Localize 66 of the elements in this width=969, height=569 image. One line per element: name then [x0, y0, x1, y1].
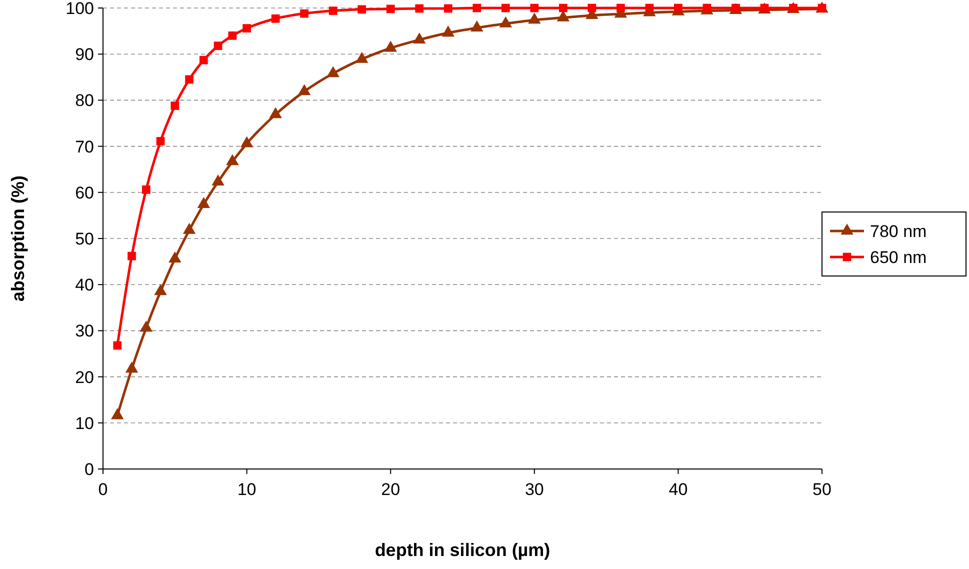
point: [140, 320, 152, 332]
point: [197, 197, 210, 208]
point: [326, 66, 340, 78]
point: [271, 14, 280, 23]
point: [444, 4, 452, 13]
point: [530, 4, 539, 12]
point: [298, 84, 311, 96]
y-tick-label: 100: [66, 0, 94, 18]
point: [185, 75, 194, 84]
point: [499, 16, 512, 28]
point: [558, 4, 568, 12]
point: [501, 4, 510, 12]
x-tick-label: 30: [524, 480, 544, 499]
point: [674, 4, 682, 12]
y-tick-label: 20: [75, 368, 94, 387]
y-axis-title: absorption (%): [8, 176, 28, 302]
y-tick-label: 90: [75, 45, 94, 64]
y-tick-label: 80: [75, 91, 94, 110]
y-tick-label: 0: [84, 460, 94, 479]
y-tick-label: 30: [75, 322, 94, 341]
point: [240, 136, 254, 148]
y-tick-label: 10: [75, 414, 94, 433]
point: [616, 4, 625, 12]
y-tick-label: 50: [75, 229, 94, 248]
x-tick-label: 10: [237, 480, 256, 499]
point: [154, 284, 167, 296]
x-tick-label: 40: [668, 480, 688, 499]
point: [386, 4, 395, 14]
point: [588, 4, 596, 12]
point: [556, 10, 570, 22]
point: [328, 6, 338, 15]
point: [156, 137, 165, 146]
point: [300, 9, 309, 18]
point: [645, 4, 654, 12]
x-axis-title: depth in silicon (µm): [374, 540, 550, 560]
legend-label: 780 nm: [870, 222, 927, 241]
point: [472, 4, 482, 12]
point: [384, 40, 397, 52]
point: [168, 251, 182, 262]
point: [226, 154, 239, 166]
point: [242, 24, 251, 32]
x-tick-label: 0: [98, 480, 108, 499]
point: [111, 408, 124, 420]
x-tick-label: 20: [381, 480, 400, 499]
y-tick-label: 70: [75, 137, 94, 156]
point: [199, 56, 208, 64]
legend-label: 650 nm: [870, 248, 927, 267]
point: [212, 174, 224, 186]
point: [528, 12, 541, 24]
point: [142, 185, 150, 194]
point: [228, 31, 237, 40]
point: [358, 5, 366, 14]
point: [355, 52, 368, 63]
y-tick-label: 60: [75, 183, 94, 202]
point: [128, 252, 136, 260]
x-tick-label: 50: [812, 480, 832, 499]
point: [269, 107, 282, 118]
point: [170, 102, 180, 110]
point: [470, 20, 484, 32]
y-tick-label: 40: [75, 276, 94, 295]
point: [415, 4, 424, 13]
point: [125, 362, 138, 373]
point: [413, 32, 426, 44]
point: [214, 42, 222, 50]
point: [442, 26, 454, 37]
point: [182, 222, 196, 234]
